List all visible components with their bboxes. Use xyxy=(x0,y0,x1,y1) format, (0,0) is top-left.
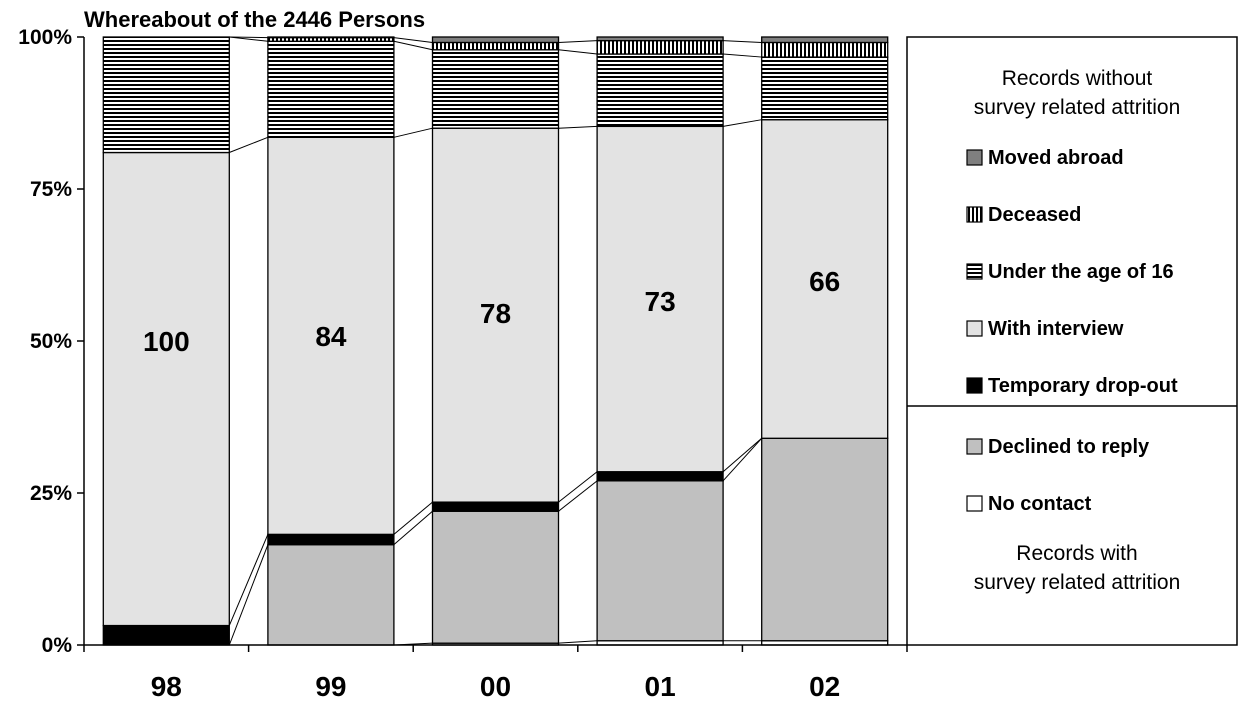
bar-segment-declined-to-reply-99 xyxy=(267,544,395,646)
bar-segment-deceased-02 xyxy=(761,41,889,58)
series-connector-line xyxy=(229,36,268,39)
bar-segment-under-the-age-of-16-02 xyxy=(761,56,889,121)
bar-segment-with-interview-99 xyxy=(267,136,395,535)
series-connector-line xyxy=(558,471,598,503)
series-connector-line xyxy=(723,119,762,127)
legend-label-with-interview: With interview xyxy=(988,318,1124,340)
legend-item-under-the-age-of-16: Under the age of 16 xyxy=(966,261,1174,283)
legend-item-temporary-drop-out: Temporary drop-out xyxy=(966,375,1178,397)
y-tick-label: 25% xyxy=(30,482,72,505)
x-tick-label-98: 98 xyxy=(151,671,182,702)
y-tick-label: 0% xyxy=(42,634,73,657)
bar-segment-moved-abroad-01 xyxy=(596,36,724,42)
legend-swatch-moved-abroad xyxy=(966,149,983,166)
bar-segment-temporary-drop-out-00 xyxy=(431,501,560,512)
legend-item-moved-abroad: Moved abroad xyxy=(966,147,1124,169)
legend-item-no-contact: No contact xyxy=(966,493,1092,515)
data-label-98: 100 xyxy=(143,326,190,357)
legend: Records without survey related attrition R… xyxy=(906,36,1238,646)
series-connector-line xyxy=(393,40,433,51)
legend-group-top-label: Records without xyxy=(1002,67,1153,90)
legend-group-bottom-label: survey related attrition xyxy=(974,571,1181,594)
x-tick-label-01: 01 xyxy=(645,671,676,702)
legend-item-with-interview: With interview xyxy=(966,318,1124,340)
legend-swatch-temporary-drop-out xyxy=(966,377,983,394)
series-connector-line xyxy=(228,544,269,646)
bar-segment-with-interview-98 xyxy=(102,151,230,627)
bar-segment-under-the-age-of-16-00 xyxy=(431,49,560,129)
data-label-02: 66 xyxy=(809,266,840,297)
series-connector-line xyxy=(228,534,269,626)
data-label-00: 78 xyxy=(480,298,511,329)
bar-segment-under-the-age-of-16-01 xyxy=(596,53,724,128)
series-connector-line xyxy=(558,40,598,43)
legend-label-declined-to-reply: Declined to reply xyxy=(988,436,1150,458)
bar-segment-temporary-drop-out-99 xyxy=(267,533,395,546)
legend-swatch-deceased xyxy=(966,206,983,223)
legend-group-top-label: survey related attrition xyxy=(974,96,1181,119)
bar-segment-with-interview-02 xyxy=(761,119,889,439)
series-connector-line xyxy=(393,501,433,535)
bar-segment-with-interview-00 xyxy=(431,127,560,503)
series-connector-line xyxy=(722,437,763,482)
bar-segment-deceased-01 xyxy=(596,39,724,55)
series-connector-line xyxy=(393,37,433,43)
bar-segment-declined-to-reply-00 xyxy=(431,510,560,644)
bar-segment-temporary-drop-out-01 xyxy=(596,471,724,482)
chart-title: Whereabout of the 2446 Persons xyxy=(84,7,425,32)
data-labels-layer: 100 84 78 73 66 xyxy=(143,266,840,357)
legend-label-moved-abroad: Moved abroad xyxy=(988,147,1124,169)
series-connectors xyxy=(228,36,763,646)
bar-segment-temporary-drop-out-98 xyxy=(102,624,230,646)
series-connector-line xyxy=(558,640,598,644)
x-tick-label-00: 00 xyxy=(480,671,511,702)
bar-segment-deceased-00 xyxy=(431,41,560,51)
bar-segment-moved-abroad-02 xyxy=(761,36,889,44)
legend-label-under-the-age-of-16: Under the age of 16 xyxy=(988,261,1174,283)
legend-swatch-declined-to-reply xyxy=(966,438,983,455)
axes-layer: 0% 25% 50% 75% 100% 98 99 00 01 02 xyxy=(18,26,908,702)
legend-box xyxy=(906,36,1238,646)
data-label-01: 73 xyxy=(645,286,676,317)
legend-label-temporary-drop-out: Temporary drop-out xyxy=(988,375,1178,397)
x-tick-label-02: 02 xyxy=(809,671,840,702)
bars-layer xyxy=(102,36,889,646)
legend-label-deceased: Deceased xyxy=(988,204,1081,226)
y-tick-label: 75% xyxy=(30,178,72,201)
series-connector-line xyxy=(723,53,762,58)
legend-item-declined-to-reply: Declined to reply xyxy=(966,436,1150,458)
legend-item-deceased: Deceased xyxy=(966,204,1081,226)
y-tick-label: 100% xyxy=(18,26,72,49)
series-connector-line xyxy=(393,510,433,546)
legend-swatch-no-contact xyxy=(966,495,983,512)
series-connector-line xyxy=(393,127,433,138)
legend-swatch-under-the-age-of-16 xyxy=(966,263,983,280)
bar-segment-under-the-age-of-16-99 xyxy=(267,40,395,138)
series-connector-line xyxy=(558,49,598,55)
legend-group-bottom-label: Records with xyxy=(1016,542,1137,565)
bar-segment-declined-to-reply-01 xyxy=(596,480,724,642)
bar-segment-with-interview-01 xyxy=(596,125,724,473)
y-tick-label: 50% xyxy=(30,330,72,353)
bar-segment-declined-to-reply-02 xyxy=(761,437,889,642)
data-label-99: 84 xyxy=(315,321,347,352)
legend-label-no-contact: No contact xyxy=(988,493,1092,515)
bar-segment-under-the-age-of-16-98 xyxy=(102,36,230,154)
series-connector-line xyxy=(229,136,269,153)
series-connector-line xyxy=(558,480,598,512)
x-tick-label-99: 99 xyxy=(315,671,346,702)
series-connector-line xyxy=(229,36,268,42)
legend-swatch-with-interview xyxy=(966,320,983,337)
series-connector-line xyxy=(722,437,763,473)
series-connector-line xyxy=(723,40,762,43)
series-connector-line xyxy=(558,125,598,129)
bar-segment-moved-abroad-00 xyxy=(431,36,560,44)
bar-segment-moved-abroad-99 xyxy=(267,36,395,39)
